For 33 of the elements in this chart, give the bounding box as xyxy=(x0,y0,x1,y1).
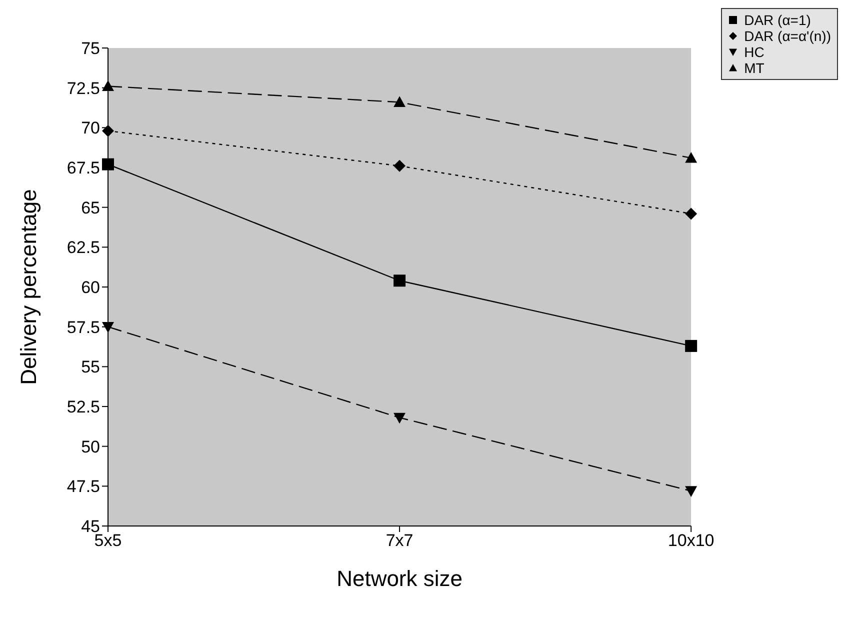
y-tick-label: 75 xyxy=(81,39,100,58)
point xyxy=(102,80,114,92)
y-tick-label: 55 xyxy=(81,358,100,377)
y-tick-label: 62.5 xyxy=(66,238,100,258)
y-tick-label: 60 xyxy=(81,278,100,298)
point xyxy=(685,152,698,163)
x-tick-label: 10x10 xyxy=(668,531,714,550)
legend-label: HC xyxy=(744,44,764,60)
y-axis-title: Delivery percentage xyxy=(16,189,41,385)
y-tick-label: 65 xyxy=(81,198,100,218)
point xyxy=(394,274,406,287)
y-tick-label: 47.5 xyxy=(66,477,100,496)
y-tick-label: 67.5 xyxy=(66,158,100,178)
point xyxy=(685,208,698,220)
y-tick-label: 52.5 xyxy=(66,398,100,417)
legend-label: DAR (α=1) xyxy=(744,12,811,28)
y-tick-label: 57.5 xyxy=(66,318,100,337)
legend-label: DAR (α=α'(n)) xyxy=(744,28,831,44)
y-tick-label: 50 xyxy=(81,437,100,456)
y-tick-label: 72.5 xyxy=(66,78,100,98)
point xyxy=(685,486,698,497)
legend-label: MT xyxy=(744,60,764,76)
point xyxy=(394,160,406,172)
point xyxy=(394,96,406,107)
y-tick-label: 70 xyxy=(81,118,100,138)
x-tick-label: 5x5 xyxy=(94,531,122,550)
point xyxy=(394,412,406,424)
x-tick-label: 7x7 xyxy=(386,531,414,550)
x-axis-title: Network size xyxy=(336,566,462,591)
point xyxy=(102,158,114,170)
point xyxy=(685,340,698,352)
point xyxy=(102,124,114,137)
point xyxy=(102,322,114,333)
